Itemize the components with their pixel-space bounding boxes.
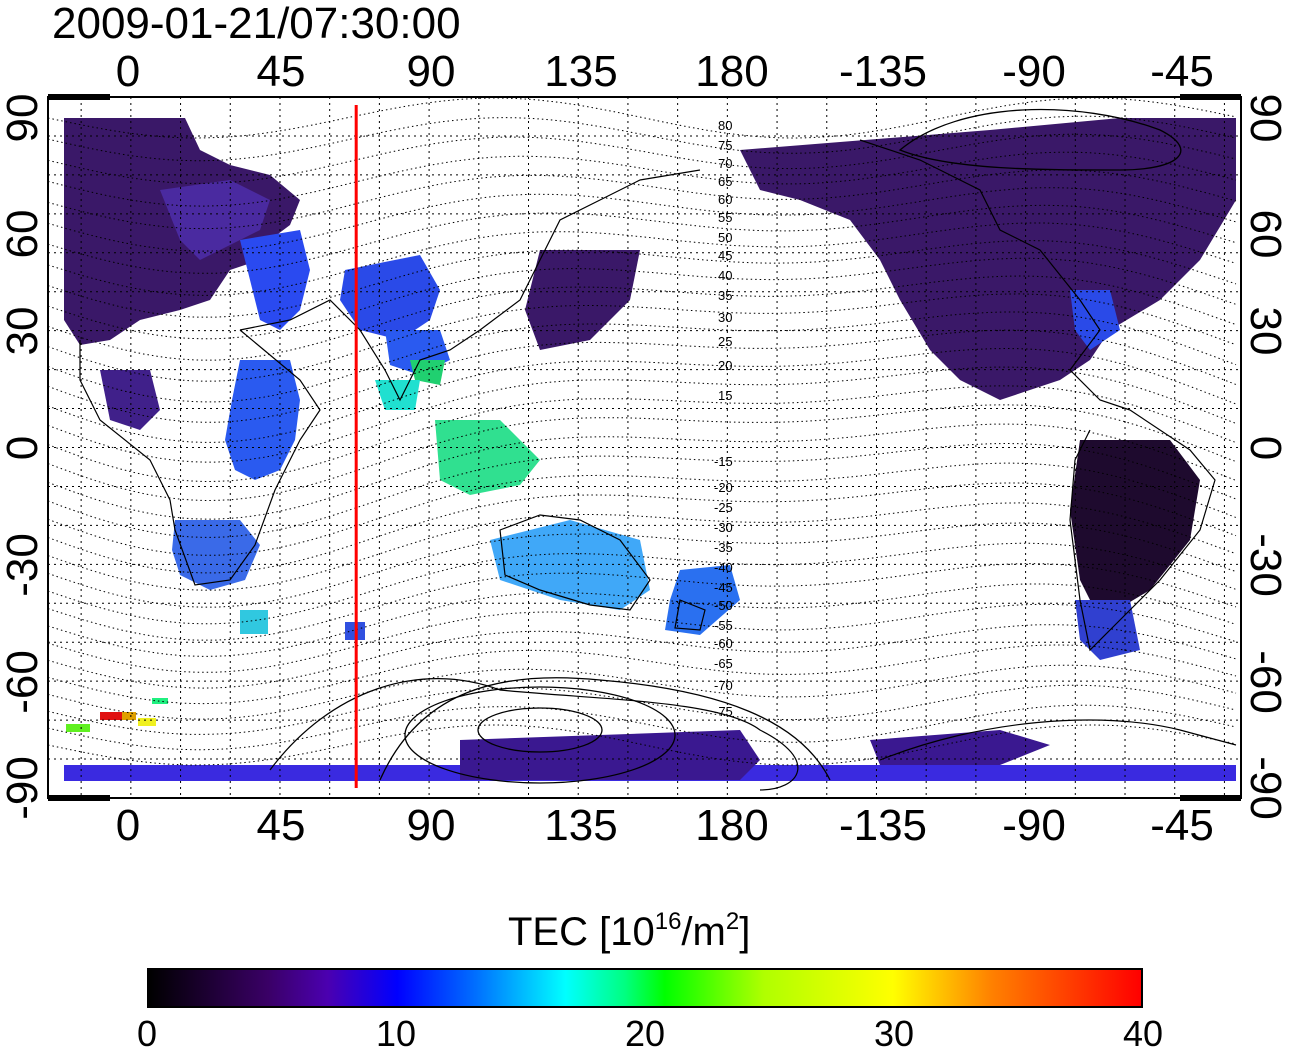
tec-patch-australia: [490, 520, 650, 610]
contour-label: 15: [718, 388, 733, 403]
timestamp-title: 2009-01-21/07:30:00: [52, 0, 461, 48]
tec-patch-patagonia: [1075, 600, 1140, 660]
contour-label: -20: [714, 480, 733, 495]
colorbar-title-exponent: 16: [654, 908, 682, 935]
tick-left-label: 60: [0, 209, 47, 259]
contour-label: 75: [718, 138, 733, 153]
contour-label: -45: [714, 580, 733, 595]
tick-left-label: -30: [0, 533, 47, 597]
contour-label: 30: [718, 310, 733, 325]
tec-patch-antarctic-east: [870, 730, 1050, 765]
lat-lon-grid: [48, 96, 1241, 799]
tec-patch-africa-east: [225, 360, 300, 480]
tick-right-label: -60: [1241, 650, 1290, 714]
tick-bot-label: 90: [406, 801, 456, 850]
tick-bot-label: -90: [1002, 801, 1066, 850]
tick-bot-label: 180: [695, 801, 769, 850]
contour-label: -25: [714, 500, 733, 515]
contour-label: 45: [718, 248, 733, 263]
colorbar-tick-label: 10: [375, 1013, 417, 1054]
contour-label: 55: [718, 210, 733, 225]
tick-bot-label: 45: [256, 801, 306, 850]
contour-label: -40: [714, 560, 733, 575]
contour-label: -65: [714, 656, 733, 671]
tick-left-label: 0: [0, 435, 47, 461]
tec-patch-mideast: [240, 230, 310, 330]
tec-patch-east-asia: [525, 250, 640, 350]
tick-top-label: 0: [115, 47, 141, 96]
tick-right-label: -30: [1241, 533, 1290, 597]
tec-patch-west-africa: [100, 370, 160, 430]
tick-right-label: 0: [1241, 435, 1290, 461]
tick-top-label: -90: [1002, 47, 1066, 96]
tec-data-patches: [64, 118, 1236, 781]
contour-label: -30: [714, 520, 733, 535]
tec-patch-southern-africa: [172, 520, 260, 590]
tec-patch-north-america: [740, 118, 1236, 400]
contour-label: 80: [718, 118, 733, 133]
colorbar-tick-label: 30: [873, 1013, 915, 1054]
contour-label: -70: [714, 678, 733, 693]
tick-right-label: 90: [1241, 93, 1290, 143]
tick-bot-label: 0: [115, 801, 141, 850]
contour-label: 50: [718, 230, 733, 245]
tick-left-label: 30: [0, 306, 47, 356]
colorbar-title: TEC [1016/m2]: [508, 908, 751, 955]
magnetic-latitude-contours: [47, 97, 1237, 766]
contour-label: 40: [718, 268, 733, 283]
tec-hotspot-green: [66, 724, 90, 732]
coastlines: [79, 139, 1237, 791]
contour-label: 35: [718, 288, 733, 303]
contour-label: 20: [718, 358, 733, 373]
contour-label: -55: [714, 618, 733, 633]
tick-right-label: 60: [1241, 209, 1290, 259]
tick-bot-label: -45: [1150, 801, 1214, 850]
tick-top-label: 45: [256, 47, 306, 96]
tick-top-label: 180: [695, 47, 769, 96]
tick-right-label: 30: [1241, 306, 1290, 356]
tick-bot-label: 135: [544, 801, 618, 850]
contour-label: 60: [718, 192, 733, 207]
contour-label: -15: [714, 454, 733, 469]
colorbar-title-unit: /m: [681, 910, 726, 954]
tec-patch-new-zealand: [665, 565, 740, 635]
contour-label: -60: [714, 636, 733, 651]
colorbar-title-unit-exponent: 2: [725, 908, 740, 935]
contour-label: -75: [714, 704, 733, 719]
contour-label: -35: [714, 540, 733, 555]
contour-label: 65: [718, 174, 733, 189]
tec-patch-south-indian: [240, 610, 268, 634]
tick-top-label: 90: [406, 47, 456, 96]
tec-patch-europe-east: [160, 180, 270, 260]
colorbar-tick-label: 0: [136, 1013, 158, 1054]
tec-hotspot-red: [100, 712, 122, 720]
tick-left-label: -90: [0, 756, 47, 820]
colorbar-tick-label: 20: [624, 1013, 666, 1054]
colorbar-tick-label: 40: [1122, 1013, 1164, 1054]
polar-contours: [379, 108, 1182, 784]
tick-top-label: -45: [1150, 47, 1214, 96]
tec-patch-asia-central: [340, 255, 440, 340]
tick-bot-label: -135: [838, 801, 928, 850]
tec-hotspot-yellow: [138, 718, 156, 726]
colorbar-title-end: ]: [739, 910, 751, 954]
tick-left-label: -60: [0, 650, 47, 714]
tec-hotspot-orange: [122, 712, 136, 720]
tick-right-label: -90: [1241, 756, 1290, 820]
tec-patch-antarctic-pacific: [460, 730, 760, 780]
tick-left-label: 90: [0, 93, 47, 143]
contour-label: 25: [718, 334, 733, 349]
tec-patch-indonesia: [435, 420, 540, 495]
tick-top-label: 135: [544, 47, 618, 96]
tick-top-label: -135: [838, 47, 928, 96]
contour-label: 70: [718, 156, 733, 171]
tec-hotspot-green-2: [152, 698, 168, 704]
colorbar: [147, 968, 1143, 1008]
colorbar-title-main: TEC [10: [508, 910, 655, 954]
contour-label: -50: [714, 598, 733, 613]
tec-patch-south-america: [1070, 440, 1200, 620]
